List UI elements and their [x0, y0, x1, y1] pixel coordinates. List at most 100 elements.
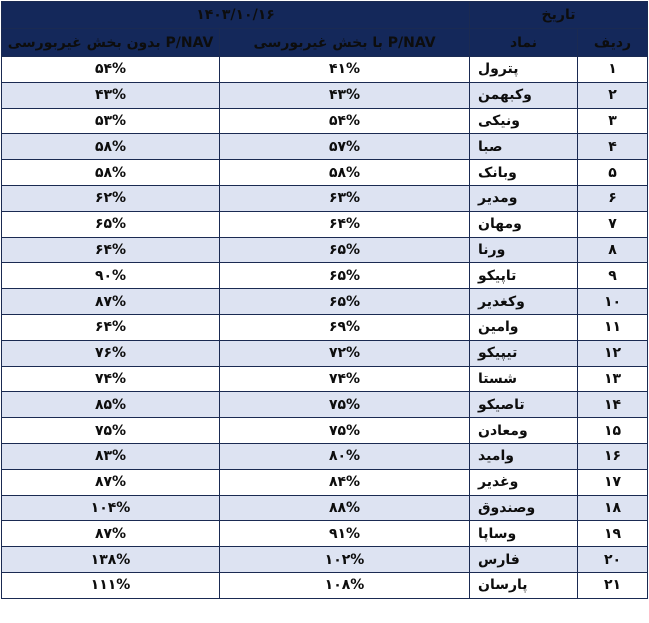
table-row: ۱۲تیپیکو۷۲%۷۶% — [2, 340, 648, 366]
pnav-with-cell: ۶۳% — [220, 185, 470, 211]
rank-cell: ۴ — [578, 134, 648, 160]
table-row: ۹تاپیکو۶۵%۹۰% — [2, 263, 648, 289]
symbol-cell: وصندوق — [470, 495, 578, 521]
symbol-cell: ومعادن — [470, 418, 578, 444]
rank-cell: ۱۴ — [578, 392, 648, 418]
table-row: ۲وکبهمن۴۳%۴۳% — [2, 82, 648, 108]
symbol-cell: ومهان — [470, 211, 578, 237]
col-header-pnav-without: P/NAV بدون بخش غیربورسی — [2, 29, 220, 57]
rank-cell: ۱۵ — [578, 418, 648, 444]
pnav-with-cell: ۶۵% — [220, 289, 470, 315]
pnav-without-cell: ۷۵% — [2, 418, 220, 444]
date-value: ۱۴۰۳/۱۰/۱۶ — [2, 2, 470, 29]
pnav-without-cell: ۱۳۸% — [2, 547, 220, 573]
rank-cell: ۱۱ — [578, 314, 648, 340]
rank-cell: ۱۳ — [578, 366, 648, 392]
pnav-with-cell: ۶۵% — [220, 263, 470, 289]
rank-cell: ۱ — [578, 57, 648, 83]
table-row: ۴صبا۵۷%۵۸% — [2, 134, 648, 160]
rank-cell: ۱۷ — [578, 469, 648, 495]
rank-cell: ۹ — [578, 263, 648, 289]
pnav-without-cell: ۸۷% — [2, 289, 220, 315]
date-label: تاریخ — [470, 2, 648, 29]
header-row-date: تاریخ ۱۴۰۳/۱۰/۱۶ — [2, 2, 648, 29]
table-row: ۱پترول۴۱%۵۴% — [2, 57, 648, 83]
pnav-without-cell: ۶۴% — [2, 237, 220, 263]
pnav-with-cell: ۶۹% — [220, 314, 470, 340]
pnav-without-cell: ۵۸% — [2, 160, 220, 186]
pnav-without-cell: ۱۱۱% — [2, 572, 220, 598]
pnav-with-cell: ۶۵% — [220, 237, 470, 263]
col-header-rank: ردیف — [578, 29, 648, 57]
pnav-with-cell: ۶۴% — [220, 211, 470, 237]
pnav-with-cell: ۴۱% — [220, 57, 470, 83]
table-row: ۳ونیکی۵۴%۵۳% — [2, 108, 648, 134]
table-row: ۲۰فارس۱۰۲%۱۳۸% — [2, 547, 648, 573]
pnav-without-cell: ۹۰% — [2, 263, 220, 289]
col-header-pnav-with: P/NAV با بخش غیربورسی — [220, 29, 470, 57]
pnav-without-cell: ۵۸% — [2, 134, 220, 160]
symbol-cell: ونیکی — [470, 108, 578, 134]
pnav-without-cell: ۷۴% — [2, 366, 220, 392]
pnav-with-cell: ۹۱% — [220, 521, 470, 547]
pnav-with-cell: ۵۷% — [220, 134, 470, 160]
pnav-without-cell: ۶۵% — [2, 211, 220, 237]
pnav-without-cell: ۸۳% — [2, 443, 220, 469]
table-row: ۱۰وکغدیر۶۵%۸۷% — [2, 289, 648, 315]
rank-cell: ۱۰ — [578, 289, 648, 315]
pnav-table: تاریخ ۱۴۰۳/۱۰/۱۶ ردیف نماد P/NAV با بخش … — [1, 1, 648, 599]
symbol-cell: وکبهمن — [470, 82, 578, 108]
symbol-cell: صبا — [470, 134, 578, 160]
symbol-cell: ورنا — [470, 237, 578, 263]
table-row: ۷ومهان۶۴%۶۵% — [2, 211, 648, 237]
table-row: ۱۴تاصیکو۷۵%۸۵% — [2, 392, 648, 418]
pnav-with-cell: ۸۸% — [220, 495, 470, 521]
symbol-cell: وامین — [470, 314, 578, 340]
symbol-cell: فارس — [470, 547, 578, 573]
table-row: ۱۱وامین۶۹%۶۴% — [2, 314, 648, 340]
rank-cell: ۷ — [578, 211, 648, 237]
symbol-cell: وبانک — [470, 160, 578, 186]
table-row: ۱۶وامید۸۰%۸۳% — [2, 443, 648, 469]
table-row: ۱۹وساپا۹۱%۸۷% — [2, 521, 648, 547]
table-body: ۱پترول۴۱%۵۴%۲وکبهمن۴۳%۴۳%۳ونیکی۵۴%۵۳%۴صب… — [2, 57, 648, 599]
pnav-with-cell: ۸۴% — [220, 469, 470, 495]
table-row: ۲۱پارسان۱۰۸%۱۱۱% — [2, 572, 648, 598]
pnav-without-cell: ۵۳% — [2, 108, 220, 134]
table-row: ۱۷وغدیر۸۴%۸۷% — [2, 469, 648, 495]
table-row: ۸ورنا۶۵%۶۴% — [2, 237, 648, 263]
pnav-with-cell: ۷۵% — [220, 392, 470, 418]
table-row: ۶ومدیر۶۳%۶۲% — [2, 185, 648, 211]
symbol-cell: وامید — [470, 443, 578, 469]
table-row: ۱۵ومعادن۷۵%۷۵% — [2, 418, 648, 444]
col-header-symbol: نماد — [470, 29, 578, 57]
rank-cell: ۱۹ — [578, 521, 648, 547]
symbol-cell: تاپیکو — [470, 263, 578, 289]
rank-cell: ۳ — [578, 108, 648, 134]
pnav-with-cell: ۱۰۸% — [220, 572, 470, 598]
rank-cell: ۱۶ — [578, 443, 648, 469]
table-row: ۱۳شستا۷۴%۷۴% — [2, 366, 648, 392]
pnav-without-cell: ۵۴% — [2, 57, 220, 83]
symbol-cell: شستا — [470, 366, 578, 392]
symbol-cell: تاصیکو — [470, 392, 578, 418]
pnav-with-cell: ۷۲% — [220, 340, 470, 366]
pnav-without-cell: ۸۵% — [2, 392, 220, 418]
pnav-with-cell: ۵۸% — [220, 160, 470, 186]
table-row: ۵وبانک۵۸%۵۸% — [2, 160, 648, 186]
rank-cell: ۱۲ — [578, 340, 648, 366]
header-row-columns: ردیف نماد P/NAV با بخش غیربورسی P/NAV بد… — [2, 29, 648, 57]
rank-cell: ۱۸ — [578, 495, 648, 521]
pnav-without-cell: ۶۲% — [2, 185, 220, 211]
rank-cell: ۵ — [578, 160, 648, 186]
symbol-cell: وساپا — [470, 521, 578, 547]
symbol-cell: تیپیکو — [470, 340, 578, 366]
rank-cell: ۲۰ — [578, 547, 648, 573]
table-row: ۱۸وصندوق۸۸%۱۰۴% — [2, 495, 648, 521]
pnav-with-cell: ۸۰% — [220, 443, 470, 469]
pnav-without-cell: ۷۶% — [2, 340, 220, 366]
pnav-without-cell: ۴۳% — [2, 82, 220, 108]
symbol-cell: ومدیر — [470, 185, 578, 211]
pnav-with-cell: ۵۴% — [220, 108, 470, 134]
